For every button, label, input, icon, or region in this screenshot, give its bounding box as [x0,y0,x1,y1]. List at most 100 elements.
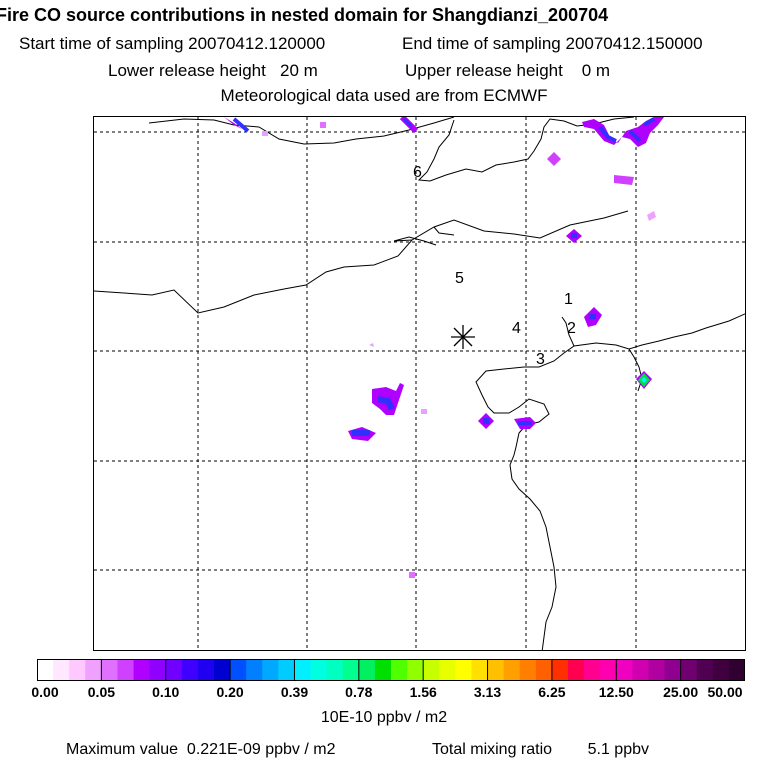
site-label-4: 4 [512,320,521,337]
boundary-line [148,117,455,145]
color-scale-cell [342,659,360,681]
color-scale-cell [165,659,183,681]
color-scale-cell [664,659,682,681]
color-scale-cell [648,659,666,681]
color-scale-cell [326,659,344,681]
coastline [561,316,575,347]
map-panel: 1 2 3 4 5 6 [93,116,746,651]
color-scale-cell [374,659,392,681]
color-scale-cell [230,659,247,681]
color-scale-tick-label: 0.20 [216,684,244,700]
station-marker-icon [451,325,475,349]
color-scale-cell [310,659,328,681]
color-scale-cell [487,659,505,681]
color-scale-cell [181,659,199,681]
color-scale-cell [503,659,521,681]
color-scale-cell [696,659,714,681]
plume-patch [582,117,664,147]
color-scale-cell [471,659,489,681]
plume-patch [402,117,413,128]
site-labels: 1 2 3 4 5 6 [413,164,576,368]
color-scale-cell [568,659,585,681]
site-label-6: 6 [413,164,422,181]
map-canvas: 1 2 3 4 5 6 [94,117,745,650]
color-scale-cell [535,659,553,681]
color-scale-tick-label: 1.56 [409,684,437,700]
plume-patch [421,409,427,414]
color-scale-cell [85,659,102,681]
color-scale-frame [37,659,745,681]
coastline [475,313,745,650]
color-scale-cell [423,659,440,681]
boundary-line [393,236,437,246]
color-scale-tick-label: 50.00 [707,684,743,700]
plume-patch [369,343,374,347]
color-scale-dividers [100,659,682,681]
color-scale-cell [584,659,601,681]
color-scale-cell [53,659,70,681]
color-scale-cell [294,659,312,681]
color-scale-cell [37,659,54,681]
plume-patch [320,122,326,128]
plume-patch [598,117,656,143]
color-scale-cell [391,659,408,681]
plot-title: Fire CO source contributions in nested d… [0,5,609,25]
color-scale-cell [214,659,231,681]
color-scale-cell [69,659,86,681]
map-grid [94,117,745,650]
boundary-line [94,210,629,314]
max-contribution-core [641,377,647,383]
color-scale-cell [616,659,633,681]
plume-patch [614,175,634,185]
plume-patch [232,117,250,133]
color-scale-cell [407,659,424,681]
site-label-5: 5 [455,270,464,287]
source-contribution-patches [224,117,664,578]
color-scale-cell [455,659,473,681]
maximum-value: Maximum value 0.221E-09 ppbv / m2 [66,741,336,758]
color-scale-cell [728,659,745,681]
color-scale-tick-label: 0.39 [280,684,309,700]
color-scale-tick-label: 25.00 [663,684,699,700]
color-scale-cell [358,659,376,681]
color-scale-tick-label: 12.50 [598,684,634,700]
plume-patch [224,117,250,133]
color-scale-cell [278,659,296,681]
color-scale-cell [197,659,215,681]
color-scale-bar [37,659,745,681]
start-time: Start time of sampling 20070412.120000 [19,34,326,53]
map-boundaries [94,117,745,650]
site-label-2: 2 [567,320,576,337]
site-label-3: 3 [536,351,545,368]
total-mixing-ratio: Total mixing ratio 5.1 ppbv [432,741,649,758]
color-scale-cell [262,659,279,681]
color-scale-cell [519,659,537,681]
color-scale-cells [37,659,745,681]
color-scale-cell [600,659,617,681]
color-scale-tick-label: 0.05 [87,684,116,700]
plume-patch [262,131,268,136]
end-time: End time of sampling 20070412.150000 [402,34,703,53]
boundary-line [433,226,455,236]
color-scale-cell [133,659,151,681]
color-scale-cell [149,659,167,681]
plume-patch [409,572,415,578]
color-scale-cell [551,659,569,681]
color-scale-tick-label: 0.78 [345,684,373,700]
plume-patch [590,314,596,319]
color-scale-tick-label: 6.25 [538,684,566,700]
lower-release-height: Lower release height 20 m [108,61,318,80]
plume-patch [483,418,489,424]
meteorological-note: Meteorological data used are from ECMWF [220,86,548,105]
plume-patch [571,233,577,238]
boundary-line [417,117,635,182]
site-label-1: 1 [564,291,573,308]
color-scale-cell [712,659,730,681]
color-scale-cell [246,659,263,681]
plume-patch [377,396,395,411]
color-scale-tick-label: 0.00 [31,684,59,700]
plume-patch [547,152,561,166]
upper-release-height: Upper release height 0 m [405,61,611,80]
color-scale-tick-label: 0.10 [152,684,180,700]
color-scale-cell [101,659,119,681]
